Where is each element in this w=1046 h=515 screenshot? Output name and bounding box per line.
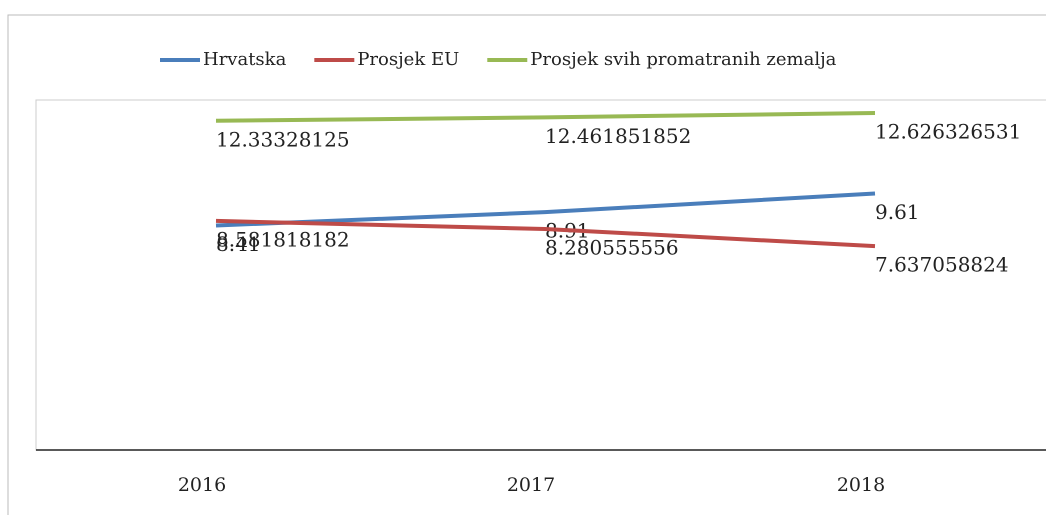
x-tick-label: 2016 (178, 474, 226, 496)
data-label: 12.461851852 (545, 124, 691, 148)
legend-label: Prosjek svih promatranih zemalja (530, 49, 836, 70)
series-line (215, 191, 876, 228)
series-line (215, 218, 876, 249)
data-label: 8.280555556 (545, 235, 679, 259)
data-label: 9.61 (875, 200, 920, 224)
data-label: 7.637058824 (875, 253, 1009, 277)
data-label: 8.41 (216, 232, 261, 256)
data-label: 8.581818182 (216, 227, 350, 251)
x-tick-label: 2018 (837, 474, 885, 496)
legend-label: Hrvatska (203, 49, 287, 70)
x-tick-label: 2017 (507, 474, 555, 496)
legend-label: Prosjek EU (357, 49, 459, 70)
data-label: 12.33328125 (216, 127, 350, 151)
series-line (215, 110, 876, 123)
chart-frame (7, 14, 1046, 515)
data-label: 12.626326531 (875, 119, 1021, 143)
